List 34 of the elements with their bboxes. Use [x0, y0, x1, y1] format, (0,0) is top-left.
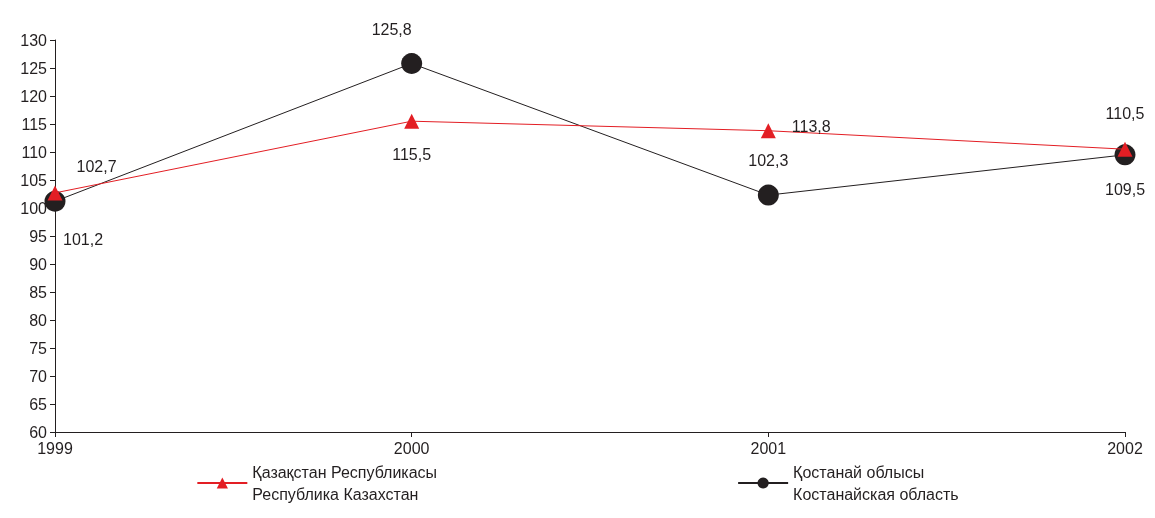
x-tick-label: 2002: [1107, 439, 1143, 457]
data-label: 102,3: [748, 152, 789, 170]
y-tick-label: 110: [21, 143, 48, 161]
y-tick-label: 60: [29, 423, 48, 441]
y-tick-label: 65: [29, 395, 48, 413]
point: [404, 113, 420, 129]
legend-label: Қостанай облысы Костанайская область: [793, 463, 959, 503]
y-tick-label: 100: [20, 199, 48, 217]
data-label: 125,8: [371, 20, 412, 38]
point: [757, 184, 779, 206]
y-tick-label: 95: [29, 227, 48, 245]
legend-label: Қазақстан Республикасы Республика Казахстан: [252, 463, 438, 503]
point: [47, 185, 63, 201]
x-tick-label: 2001: [750, 439, 787, 457]
y-tick-label: 85: [29, 283, 48, 301]
y-tick-label: 105: [20, 171, 48, 189]
x-tick-label: 1999: [37, 439, 73, 457]
y-tick-label: 120: [20, 87, 48, 105]
data-label: 115,5: [392, 146, 432, 164]
data-label: 113,8: [791, 118, 831, 136]
x-tick-label: 2000: [393, 439, 430, 457]
y-tick-label: 75: [29, 339, 48, 357]
data-label: 101,2: [62, 231, 104, 249]
y-tick-label: 80: [29, 311, 48, 329]
y-tick-label: 70: [29, 367, 48, 385]
data-label: 102,7: [76, 158, 117, 176]
data-label: 110,5: [1105, 105, 1145, 123]
y-tick-label: 130: [20, 31, 48, 49]
point: [401, 53, 423, 75]
data-label: 109,5: [1104, 180, 1146, 198]
y-tick-label: 115: [21, 115, 48, 133]
y-tick-label: 90: [29, 255, 48, 273]
y-tick-label: 125: [20, 59, 48, 77]
point: [760, 123, 776, 139]
